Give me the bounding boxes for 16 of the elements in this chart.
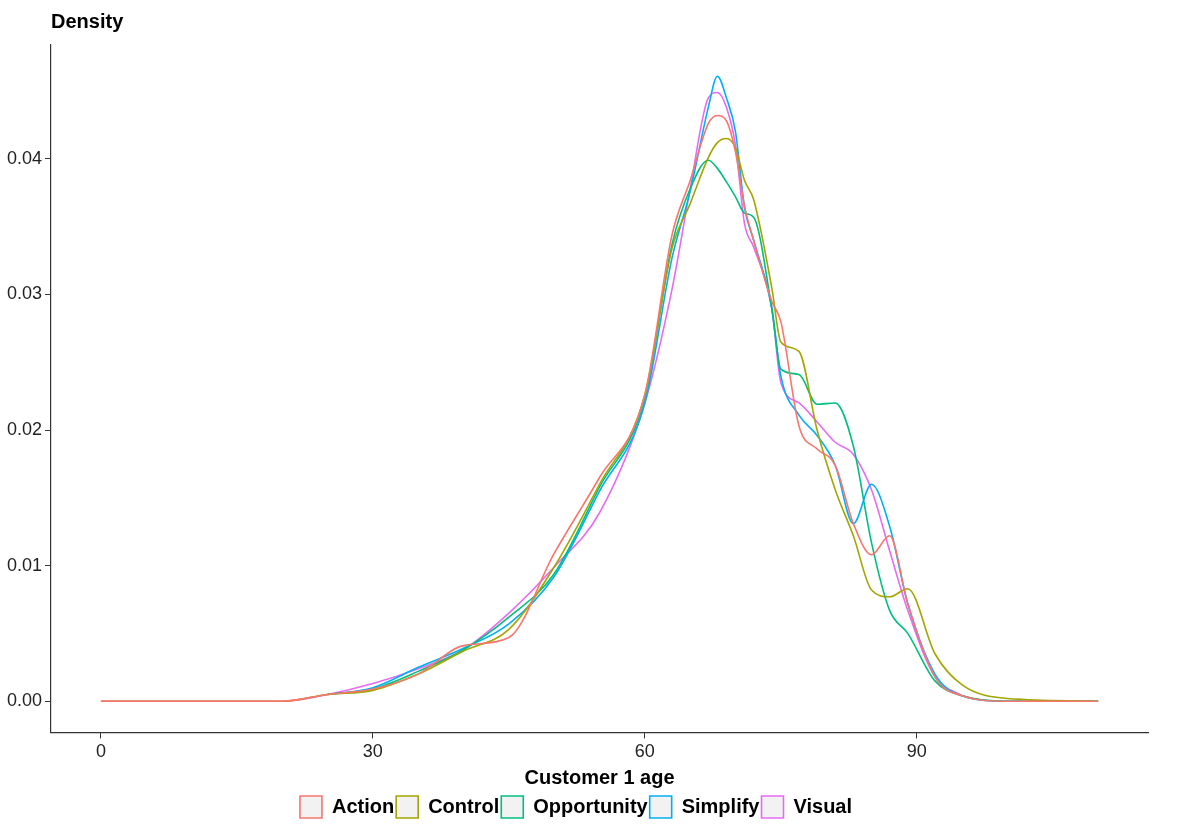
y-tick-label: 0.03 bbox=[6, 283, 43, 304]
y-axis-title: Density bbox=[51, 9, 125, 32]
y-tick-label: 0.04 bbox=[6, 147, 43, 168]
y-tick-label: 0.00 bbox=[6, 690, 43, 711]
legend-label: Simplify bbox=[681, 794, 761, 817]
x-tick-label: 30 bbox=[362, 741, 383, 762]
x-tick-label: 60 bbox=[634, 741, 655, 762]
legend-label: Opportunity bbox=[533, 794, 649, 817]
y-tick-label: 0.01 bbox=[6, 554, 43, 575]
y-tick-label: 0.02 bbox=[6, 419, 43, 440]
legend-label: Visual bbox=[793, 794, 853, 817]
x-axis-title: Customer 1 age bbox=[524, 765, 675, 788]
legend-label: Control bbox=[428, 794, 500, 817]
legend-label: Action bbox=[331, 794, 395, 817]
x-tick-label: 0 bbox=[95, 741, 106, 762]
x-tick-label: 90 bbox=[906, 741, 927, 762]
